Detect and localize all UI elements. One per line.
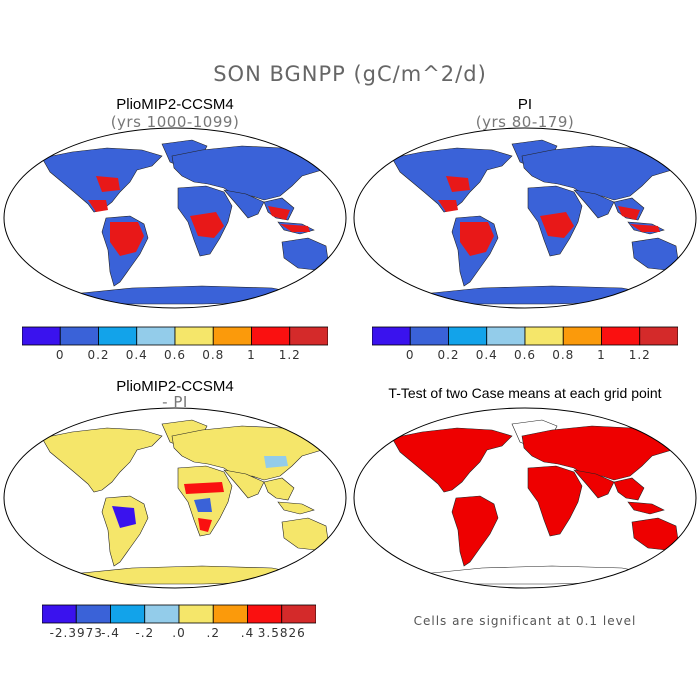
colorbar-plio [22, 326, 328, 346]
high-value-region-se-asia-trop [618, 206, 640, 220]
map-panel-ttest [353, 407, 697, 589]
map-panel-plio [3, 127, 347, 309]
colorbar-swatch [409, 326, 449, 346]
colorbar-swatch [110, 604, 146, 624]
colorbar-swatch [251, 326, 291, 346]
colorbar-tick-label: 1.2 [278, 348, 301, 362]
panel-diff-title: PlioMIP2-CCSM4 [116, 378, 234, 395]
colorbar-tick-label: 0.6 [163, 348, 187, 362]
high-value-region-east-us [96, 176, 120, 192]
colorbar-swatch [281, 604, 316, 624]
colorbar-swatch [174, 326, 214, 346]
colorbar-swatch [639, 326, 678, 346]
high-value-region-indonesia-trop [630, 224, 660, 232]
high-value-region-se-asia-trop [268, 206, 290, 220]
colorbar-tick-label: 1.2 [628, 348, 651, 362]
continent-south-america [101, 495, 149, 567]
panel-plio-title: PlioMIP2-CCSM4 [116, 96, 234, 113]
diff-region-east-asia-increase [264, 456, 288, 468]
colorbar-tick-label: .0 [172, 626, 186, 640]
continent-north-america [391, 427, 513, 493]
ttest-note: Cells are significant at 0.1 level [413, 614, 637, 628]
map-border [353, 407, 697, 589]
colorbar-swatch [448, 326, 488, 346]
diff-region-sahel-increase [184, 482, 224, 494]
high-value-region-amazon [110, 222, 144, 256]
colorbar-swatch [98, 326, 138, 346]
colorbar-swatch [144, 604, 180, 624]
colorbar-swatch [372, 326, 411, 346]
colorbar-tick-label: -2.3973 [49, 626, 103, 640]
colorbar-tick-label: 0.8 [202, 348, 225, 362]
colorbar-swatch [75, 604, 111, 624]
colorbar-swatch [486, 326, 526, 346]
colorbar-swatch [212, 604, 248, 624]
colorbar-tick-label: 0.2 [87, 348, 110, 362]
panel-pi-subtitle: (yrs 80-179) [475, 113, 575, 131]
colorbar-diff [42, 604, 316, 624]
colorbar-swatch [178, 604, 214, 624]
panel-plio-subtitle: (yrs 1000-1099) [110, 113, 240, 131]
continent-arabia-india [573, 469, 615, 499]
colorbar-swatch [42, 604, 77, 624]
map-border [3, 127, 347, 309]
colorbar-tick-label: 0 [55, 348, 65, 362]
colorbar-tick-label: -.2 [135, 626, 155, 640]
continent-arabia-india [223, 189, 265, 219]
colorbar-tick-label: 0.8 [552, 348, 575, 362]
continent-antarctica [421, 285, 654, 305]
colorbar-swatch [22, 326, 61, 346]
diff-region-congo-decrease [194, 498, 212, 512]
diff-region-south-africa-increase [198, 518, 212, 532]
high-value-region-amazon [460, 222, 494, 256]
continent-indonesia [277, 501, 315, 515]
high-value-region-central-am [438, 200, 458, 212]
colorbar-tick-label: 1 [597, 348, 606, 362]
colorbar-tick-label: .2 [206, 626, 220, 640]
map-panel-diff [3, 407, 347, 589]
high-value-region-indonesia-trop [280, 224, 310, 232]
continent-antarctica [421, 565, 654, 585]
colorbar-swatch [212, 326, 252, 346]
colorbar-tick-label: 0.2 [437, 348, 460, 362]
colorbar-tick-label: 0.4 [475, 348, 498, 362]
continent-indonesia [627, 501, 665, 515]
figure-title: SON BGNPP (gC/m^2/d) [213, 62, 487, 86]
continent-antarctica [71, 285, 304, 305]
panel-diff-subtitle: - PI [162, 393, 188, 411]
high-value-region-east-us [446, 176, 470, 192]
high-value-region-central-am [88, 200, 108, 212]
colorbar-tick-label: 3.5826 [257, 626, 306, 640]
colorbar-tick-label: -.4 [101, 626, 120, 640]
high-value-region-congo [540, 212, 574, 238]
map-border [353, 127, 697, 309]
map-panel-pi [353, 127, 697, 309]
colorbar-swatch [601, 326, 641, 346]
continent-arabia-india [573, 189, 615, 219]
colorbar-swatch [289, 326, 328, 346]
panel-ttest-title: T-Test of two Case means at each grid po… [388, 385, 662, 401]
colorbar-tick-label: 1 [247, 348, 256, 362]
diff-region-amazon-decrease [112, 506, 136, 528]
continent-arabia-india [223, 469, 265, 499]
high-value-region-congo [190, 212, 224, 238]
colorbar-tick-label: .4 [240, 626, 255, 640]
continent-africa [527, 465, 583, 537]
continent-north-america [41, 427, 163, 493]
colorbar-pi [372, 326, 678, 346]
colorbar-swatch [524, 326, 564, 346]
panel-pi-title: PI [517, 96, 533, 113]
colorbar-tick-label: 0 [405, 348, 415, 362]
colorbar-tick-label: 0.6 [513, 348, 537, 362]
colorbar-swatch [562, 326, 602, 346]
continent-south-america [451, 495, 499, 567]
map-border [3, 407, 347, 589]
continent-antarctica [71, 565, 304, 585]
continent-se-asia [613, 477, 645, 501]
colorbar-tick-label: 0.4 [125, 348, 148, 362]
colorbar-swatch [247, 604, 283, 624]
colorbar-swatch [59, 326, 99, 346]
colorbar-swatch [136, 326, 176, 346]
continent-se-asia [263, 477, 295, 501]
